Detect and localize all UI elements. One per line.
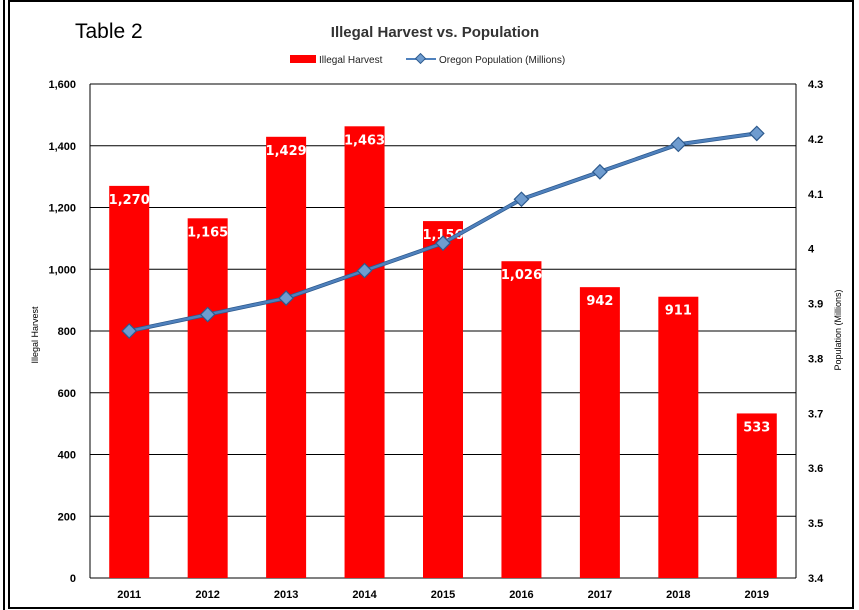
population-marker-2013 xyxy=(278,290,295,306)
bar-label-2013: 1,429 xyxy=(266,144,307,159)
bar-label-2017: 942 xyxy=(586,294,613,309)
x-tick-2015: 2015 xyxy=(431,589,455,601)
bar-label-2018: 911 xyxy=(665,304,692,319)
legend-label-line: Oregon Population (Millions) xyxy=(439,55,565,66)
y-axis-label-right: Population (Millions) xyxy=(833,289,843,370)
x-tick-2017: 2017 xyxy=(588,589,612,601)
population-marker-2017 xyxy=(591,163,608,180)
x-tick-2016: 2016 xyxy=(509,589,533,601)
y-tick-left: 800 xyxy=(58,326,76,338)
y-tick-left: 1,000 xyxy=(48,264,76,276)
x-tick-2019: 2019 xyxy=(745,589,769,601)
y-tick-right: 3.9 xyxy=(808,299,823,311)
bar-2011 xyxy=(109,185,150,578)
y-tick-left: 1,400 xyxy=(48,141,76,153)
bar-2016 xyxy=(501,261,542,578)
bar-label-2011: 1,270 xyxy=(109,193,150,208)
frame-left-rule xyxy=(3,0,5,610)
x-axis-ticks: 2011 2012 2013 2014 2015 2016 2017 2018 2019 xyxy=(117,589,769,601)
left-axis-ticks: 0 200 400 600 800 1,000 1,200 1,400 1,600 xyxy=(48,79,76,585)
y-tick-left: 200 xyxy=(58,511,76,523)
bar-2018 xyxy=(658,296,699,578)
legend-swatch-marker xyxy=(414,52,427,65)
bar-2012 xyxy=(187,218,228,578)
population-marker-2019 xyxy=(748,125,765,142)
legend-label-bar: Illegal Harvest xyxy=(319,55,383,66)
x-tick-2013: 2013 xyxy=(274,589,298,601)
bar-2014 xyxy=(344,126,385,578)
bar-label-2016: 1,026 xyxy=(501,268,542,283)
population-marker-2015 xyxy=(435,235,451,252)
bar-label-2019: 533 xyxy=(743,420,770,435)
population-marker-2012 xyxy=(199,306,216,323)
y-axis-label-left: Illegal Harvest xyxy=(30,306,40,364)
population-line xyxy=(121,125,765,339)
x-tick-2014: 2014 xyxy=(352,589,377,601)
chart-title: Illegal Harvest vs. Population xyxy=(331,24,539,41)
bars xyxy=(109,126,777,578)
bar-2019 xyxy=(736,413,777,578)
y-tick-right: 3.6 xyxy=(808,463,823,475)
bar-label-2014: 1,463 xyxy=(344,133,385,148)
table-caption: Table 2 xyxy=(75,20,143,43)
x-tick-2011: 2011 xyxy=(117,589,141,601)
population-marker-2018 xyxy=(670,136,687,153)
y-tick-right: 4 xyxy=(808,244,815,256)
y-tick-right: 3.8 xyxy=(808,353,823,365)
legend-swatch-bar xyxy=(290,55,316,63)
y-tick-left: 400 xyxy=(58,450,76,462)
population-marker-2011 xyxy=(121,323,138,339)
x-tick-2012: 2012 xyxy=(195,589,219,601)
x-tick-2018: 2018 xyxy=(666,589,690,601)
y-tick-left: 1,600 xyxy=(48,79,76,91)
bar-2017 xyxy=(579,287,620,578)
y-tick-left: 0 xyxy=(70,573,76,585)
y-tick-left: 600 xyxy=(58,388,76,400)
y-tick-right: 4.2 xyxy=(808,134,823,146)
y-tick-left: 1,200 xyxy=(48,203,76,215)
y-tick-right: 4.3 xyxy=(808,79,823,91)
y-tick-right: 3.5 xyxy=(808,518,823,530)
bar-2013 xyxy=(266,136,307,578)
bar-2015 xyxy=(423,221,463,578)
bar-label-2012: 1,165 xyxy=(187,225,228,240)
legend: Illegal Harvest Oregon Population (Milli… xyxy=(290,52,565,66)
right-axis-ticks: 3.4 3.5 3.6 3.7 3.8 3.9 4 4.1 4.2 4.3 xyxy=(808,79,824,585)
y-tick-right: 3.7 xyxy=(808,408,823,420)
y-tick-right: 4.1 xyxy=(808,189,823,201)
population-marker-2016 xyxy=(513,191,530,208)
population-marker-2014 xyxy=(356,262,373,279)
y-tick-right: 3.4 xyxy=(808,573,824,585)
